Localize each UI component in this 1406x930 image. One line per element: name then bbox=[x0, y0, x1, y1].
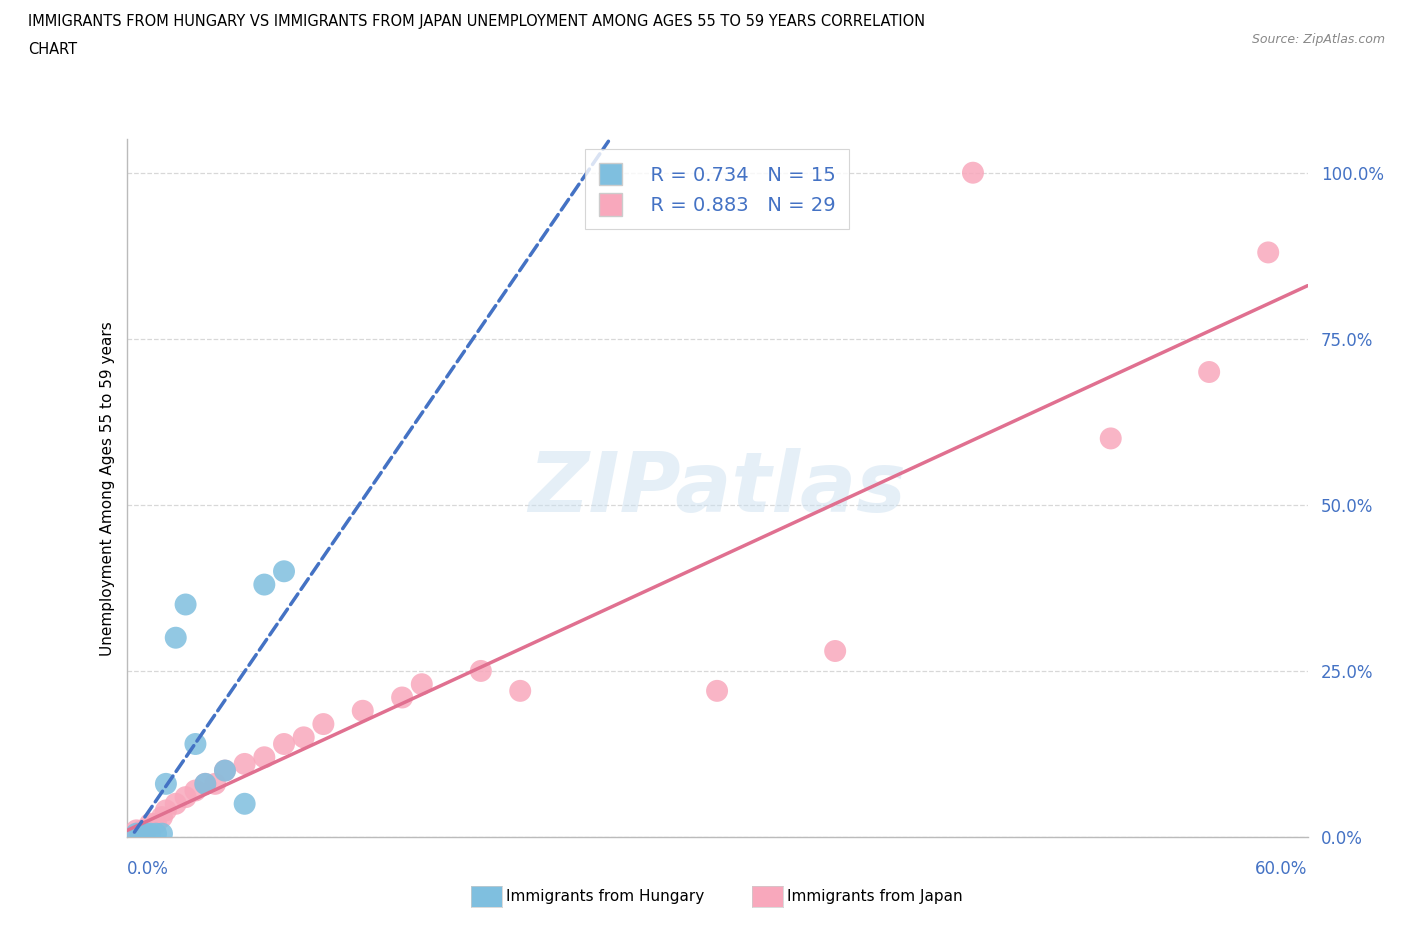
Point bbox=[135, 826, 157, 841]
Y-axis label: Unemployment Among Ages 55 to 59 years: Unemployment Among Ages 55 to 59 years bbox=[100, 321, 115, 656]
Text: IMMIGRANTS FROM HUNGARY VS IMMIGRANTS FROM JAPAN UNEMPLOYMENT AMONG AGES 55 TO 5: IMMIGRANTS FROM HUNGARY VS IMMIGRANTS FR… bbox=[28, 14, 925, 29]
Point bbox=[194, 777, 217, 791]
Point bbox=[1099, 431, 1122, 445]
Text: CHART: CHART bbox=[28, 42, 77, 57]
Point bbox=[273, 737, 295, 751]
Point bbox=[352, 703, 374, 718]
Point bbox=[312, 717, 335, 732]
Point bbox=[233, 796, 256, 811]
Point bbox=[1198, 365, 1220, 379]
Text: Immigrants from Japan: Immigrants from Japan bbox=[787, 889, 963, 904]
Text: 0.0%: 0.0% bbox=[127, 860, 169, 878]
Point bbox=[165, 631, 187, 645]
Point bbox=[292, 730, 315, 745]
Legend:   R = 0.734   N = 15,   R = 0.883   N = 29: R = 0.734 N = 15, R = 0.883 N = 29 bbox=[585, 149, 849, 229]
Point bbox=[824, 644, 846, 658]
Point bbox=[174, 790, 197, 804]
Point bbox=[214, 764, 236, 778]
Point bbox=[145, 826, 167, 841]
Point bbox=[131, 823, 153, 838]
Point bbox=[273, 564, 295, 578]
Point bbox=[411, 677, 433, 692]
Point bbox=[1257, 245, 1279, 259]
Point bbox=[204, 777, 226, 791]
Point bbox=[155, 803, 177, 817]
Point bbox=[706, 684, 728, 698]
Point bbox=[150, 826, 173, 841]
Point bbox=[155, 777, 177, 791]
Text: 60.0%: 60.0% bbox=[1256, 860, 1308, 878]
Text: Source: ZipAtlas.com: Source: ZipAtlas.com bbox=[1251, 33, 1385, 46]
Point bbox=[962, 166, 984, 180]
Point bbox=[253, 578, 276, 592]
Point bbox=[150, 810, 173, 825]
Point bbox=[165, 796, 187, 811]
Point bbox=[139, 826, 162, 841]
Point bbox=[125, 826, 148, 841]
Point bbox=[145, 817, 167, 831]
Point bbox=[214, 764, 236, 778]
Point bbox=[184, 737, 207, 751]
Point bbox=[174, 597, 197, 612]
Point bbox=[470, 663, 492, 678]
Point bbox=[135, 823, 157, 838]
Point bbox=[139, 817, 162, 831]
Point bbox=[509, 684, 531, 698]
Point bbox=[125, 823, 148, 838]
Point bbox=[184, 783, 207, 798]
Text: ZIPatlas: ZIPatlas bbox=[529, 447, 905, 529]
Point bbox=[129, 826, 152, 841]
Point bbox=[253, 750, 276, 764]
Point bbox=[194, 777, 217, 791]
Point bbox=[233, 756, 256, 771]
Point bbox=[391, 690, 413, 705]
Text: Immigrants from Hungary: Immigrants from Hungary bbox=[506, 889, 704, 904]
